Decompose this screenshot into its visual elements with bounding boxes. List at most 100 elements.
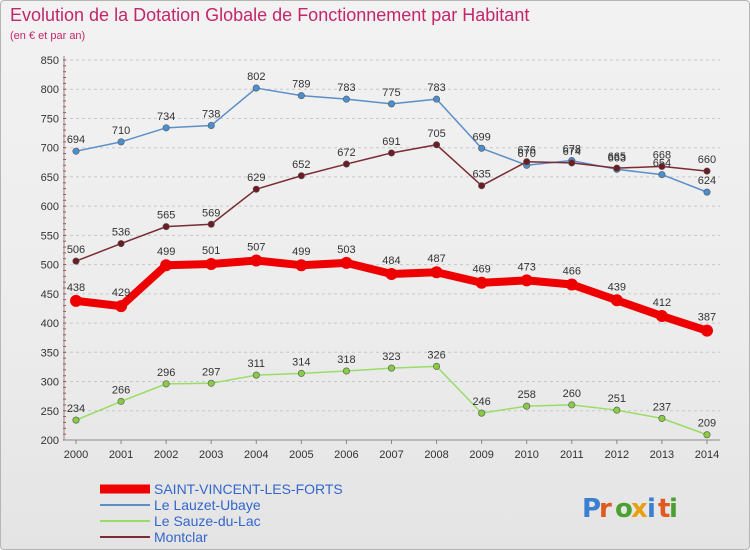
data-point bbox=[342, 95, 350, 103]
data-label: 789 bbox=[292, 79, 310, 91]
data-point bbox=[342, 160, 350, 168]
data-label: 783 bbox=[337, 82, 355, 94]
data-point bbox=[655, 310, 668, 323]
legend-label: Le Sauze-du-Lac bbox=[154, 513, 261, 529]
data-point bbox=[387, 100, 395, 108]
x-tick-label: 2007 bbox=[379, 449, 403, 461]
data-label: 296 bbox=[157, 367, 175, 379]
data-label: 439 bbox=[608, 281, 626, 293]
logo-letter: i bbox=[647, 494, 656, 524]
data-label: 691 bbox=[382, 136, 400, 148]
x-tick-label: 2010 bbox=[514, 449, 538, 461]
data-point bbox=[297, 172, 305, 180]
data-label: 676 bbox=[518, 145, 536, 157]
data-label: 783 bbox=[427, 82, 445, 94]
y-tick-label: 650 bbox=[41, 172, 59, 184]
y-tick-label: 750 bbox=[41, 113, 59, 125]
chart-title: Evolution de la Dotation Globale de Fonc… bbox=[10, 5, 529, 25]
x-tick-label: 2014 bbox=[695, 449, 719, 461]
data-label: 678 bbox=[563, 144, 581, 156]
data-label: 672 bbox=[337, 147, 355, 159]
y-tick-label: 350 bbox=[41, 347, 59, 359]
data-label: 699 bbox=[472, 131, 490, 143]
data-point bbox=[568, 401, 576, 409]
data-label: 251 bbox=[608, 393, 626, 405]
data-point bbox=[385, 267, 398, 280]
data-point bbox=[252, 84, 260, 92]
data-point bbox=[658, 171, 666, 179]
x-tick-label: 2011 bbox=[560, 449, 584, 461]
data-point bbox=[72, 147, 80, 155]
data-point bbox=[207, 220, 215, 228]
data-label: 665 bbox=[608, 151, 626, 163]
data-point bbox=[207, 379, 215, 387]
x-tick-label: 2009 bbox=[469, 449, 493, 461]
data-point bbox=[117, 240, 125, 248]
y-tick-label: 850 bbox=[41, 55, 59, 67]
data-point bbox=[387, 364, 395, 372]
data-point bbox=[387, 149, 395, 157]
data-label: 438 bbox=[67, 282, 85, 294]
plot-area: 200 250 300 350 400 450 500 550 600 650 700 750 800 8… bbox=[41, 55, 720, 461]
legend-label: Montclar bbox=[154, 529, 208, 545]
data-label: 499 bbox=[157, 246, 175, 258]
data-label: 234 bbox=[67, 403, 85, 415]
data-point bbox=[162, 223, 170, 231]
logo-letter: i bbox=[669, 494, 678, 524]
data-point bbox=[342, 367, 350, 375]
legend-label: Le Lauzet-Ubaye bbox=[154, 497, 261, 513]
data-point bbox=[565, 278, 578, 291]
data-point bbox=[568, 159, 576, 167]
data-point bbox=[207, 121, 215, 129]
data-label: 660 bbox=[698, 154, 716, 166]
data-point bbox=[478, 182, 486, 190]
logo-letter: P bbox=[582, 494, 601, 524]
data-label: 387 bbox=[698, 312, 716, 324]
data-label: 237 bbox=[653, 401, 671, 413]
data-point bbox=[250, 254, 263, 267]
data-point bbox=[297, 369, 305, 377]
data-point bbox=[658, 414, 666, 422]
data-label: 466 bbox=[563, 265, 581, 277]
data-label: 473 bbox=[518, 261, 536, 273]
proxiti-logo: Pr ox i ti bbox=[582, 494, 678, 524]
x-tick-label: 2013 bbox=[650, 449, 674, 461]
data-point bbox=[703, 167, 711, 175]
data-label: 260 bbox=[563, 388, 581, 400]
data-label: 635 bbox=[472, 169, 490, 181]
data-label: 311 bbox=[248, 358, 266, 370]
x-tick-label: 2003 bbox=[199, 449, 223, 461]
x-tick-label: 2004 bbox=[244, 449, 268, 461]
data-point bbox=[610, 294, 623, 307]
data-point bbox=[295, 259, 308, 272]
data-label: 670 bbox=[518, 148, 536, 160]
x-tick-label: 2012 bbox=[605, 449, 629, 461]
data-label: 565 bbox=[157, 210, 175, 222]
data-point bbox=[117, 397, 125, 405]
data-label: 501 bbox=[202, 245, 220, 257]
data-point bbox=[433, 141, 441, 149]
data-label: 429 bbox=[112, 287, 130, 299]
data-point bbox=[613, 406, 621, 414]
data-point bbox=[297, 92, 305, 100]
data-label: 412 bbox=[653, 297, 671, 309]
data-point bbox=[340, 256, 353, 269]
data-point bbox=[520, 274, 533, 287]
data-label: 710 bbox=[112, 125, 130, 137]
logo-letter: r bbox=[599, 494, 612, 524]
y-tick-label: 700 bbox=[41, 143, 59, 155]
data-point bbox=[433, 95, 441, 103]
logo-letter: o bbox=[615, 494, 633, 524]
chart-subtitle: (en € et par an) bbox=[10, 30, 85, 42]
data-point bbox=[162, 380, 170, 388]
data-label: 569 bbox=[202, 207, 220, 219]
data-label: 258 bbox=[518, 389, 536, 401]
data-point bbox=[523, 402, 531, 410]
data-label: 487 bbox=[427, 253, 445, 265]
y-tick-label: 500 bbox=[41, 260, 59, 272]
y-tick-label: 800 bbox=[41, 84, 59, 96]
data-label: 506 bbox=[67, 244, 85, 256]
data-label: 503 bbox=[337, 244, 355, 256]
